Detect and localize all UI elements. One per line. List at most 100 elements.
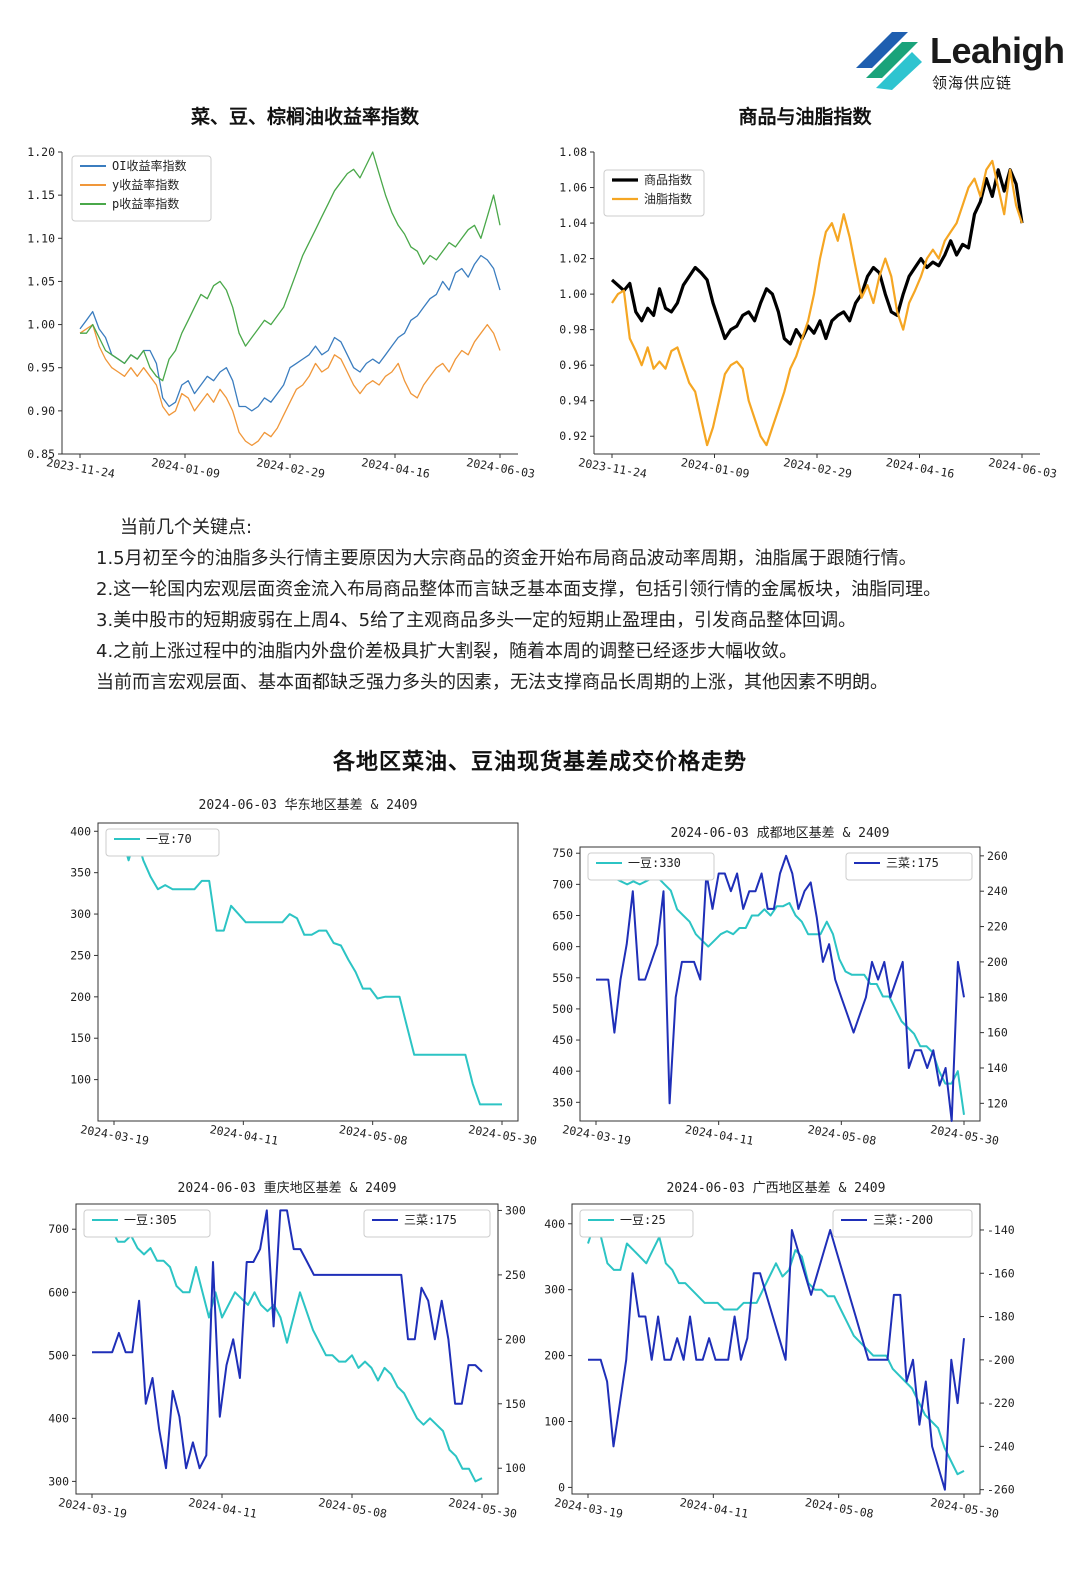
legend-label: y收益率指数 [112,177,179,192]
y-tick-label: 550 [552,971,573,985]
legend-box [587,852,715,881]
series-line [596,854,965,1122]
x-tick-label: 2024-01-09 [680,455,751,481]
series-line [79,254,501,412]
x-tick-label: 2024-04-11 [679,1495,750,1521]
x-tick-label: 2024-02-29 [782,455,853,481]
y2-tick-label: 200 [987,955,1008,969]
logo-wordmark: Leahigh [930,30,1065,71]
legend-label: 三菜:175 [886,856,939,870]
y-tick-label: 1.15 [27,188,55,202]
x-tick-label: 2024-01-09 [150,455,221,481]
y2-tick-label: -140 [987,1223,1015,1237]
plot-frame [571,1203,981,1495]
y-tick-label: 1.05 [27,274,55,288]
chart-title: 2024-06-03 广西地区基差 & 2409 [667,1181,886,1196]
y2-tick-label: -160 [987,1266,1015,1280]
x-tick-label: 2023-11-24 [45,455,116,481]
legend-box [83,1209,211,1238]
y-tick-label: 1.20 [27,145,55,159]
plot-frame [75,1203,499,1495]
legend-label: 一豆:330 [628,856,681,870]
y2-tick-label: 160 [987,1026,1008,1040]
x-tick-label: 2024-04-11 [209,1122,280,1148]
legend-box [579,1209,694,1238]
chart-title: 2024-06-03 重庆地区基差 & 2409 [178,1180,397,1196]
x-tick-label: 2024-06-03 [465,455,536,481]
y-tick-label: 700 [552,877,573,891]
yield-index-chart: 0.85 0.90 0.95 1.00 1.05 1.10 1.15 1.20 2023-11-… [27,145,536,481]
key-point-item: 1.5月初至今的油脂多头行情主要原因为大宗商品的资金开始布局商品波动率周期，油脂… [96,548,917,569]
y-tick-label: 350 [552,1095,573,1109]
series-line [80,151,501,382]
series-line [595,870,965,1115]
y2-tick-label: -240 [987,1439,1015,1453]
key-point-item: 2.这一轮国内宏观层面资金流入布局商品整体而言缺乏基本面支撑，包括引领行情的金属… [96,579,942,600]
legend-label: OI收益率指数 [112,158,186,173]
y-tick-label: 0.90 [27,404,55,418]
y-tick-label: 400 [70,824,91,838]
chongqing-basis-chart: 2024-06-03 重庆地区基差 & 2409 300 400 500 600 700 1… [48,1180,526,1521]
basis-section-title: 各地区菜油、豆油现货基差成交价格走势 [332,750,747,775]
logo-subtitle: 领海供应链 [932,74,1013,92]
y-tick-label: 0.94 [559,394,587,408]
legend-label: p收益率指数 [112,196,179,211]
y-tick-label: 350 [70,866,91,880]
y2-tick-label: -220 [987,1396,1015,1410]
y-tick-label: 100 [70,1073,91,1087]
chart-title: 2024-06-03 华东地区基差 & 2409 [199,798,418,813]
x-tick-label: 2024-05-08 [338,1122,409,1148]
y-tick-label: 200 [70,990,91,1004]
key-points-heading: 当前几个关键点: [120,517,253,538]
leahigh-logo: Leahigh 领海供应链 [852,28,1067,98]
x-tick-label: 2024-02-29 [255,455,326,481]
legend-box [845,852,973,881]
y-tick-label: 600 [48,1285,69,1299]
y2-tick-label: -200 [987,1353,1015,1367]
legend-label: 油脂指数 [644,191,692,206]
series-line [587,1222,965,1476]
series-line [92,1209,483,1470]
legend-label: 一豆:25 [620,1213,666,1227]
x-tick-label: 2024-05-30 [929,1122,1000,1148]
x-tick-label: 2024-06-03 [987,455,1058,481]
y2-tick-label: 300 [505,1203,526,1217]
legend-label: 商品指数 [644,172,692,187]
plot-frame [97,822,519,1122]
y-tick-label: 700 [48,1222,69,1236]
y-tick-label: 750 [552,846,573,860]
commodity-oil-chart-title: 商品与油脂指数 [738,106,872,128]
series-line [610,168,1024,346]
legend-box [71,155,212,222]
y-tick-label: 600 [552,940,573,954]
legend-box [832,1209,973,1238]
y-tick-label: 500 [552,1002,573,1016]
y-tick-label: 400 [544,1217,565,1231]
logo-mark-icon [856,32,922,90]
y-tick-label: 100 [544,1415,565,1429]
y-tick-label: 500 [48,1348,69,1362]
y-tick-label: 250 [70,948,91,962]
y-tick-label: 400 [552,1064,573,1078]
y-tick-label: 1.00 [559,287,587,301]
y2-tick-label: 200 [505,1332,526,1346]
x-tick-label: 2024-04-16 [885,455,956,481]
x-tick-label: 2024-03-19 [57,1495,128,1521]
y-tick-label: 0.85 [27,447,55,461]
series-line [79,323,501,447]
x-tick-label: 2024-03-19 [79,1122,150,1148]
guangxi-basis-chart: 2024-06-03 广西地区基差 & 2409 0 100 200 300 400 -14… [544,1181,1015,1521]
y2-tick-label: 150 [505,1397,526,1411]
key-point-item: 4.之前上涨过程中的油脂内外盘价差极具扩大割裂，随着本周的调整已经逐步大幅收敛。 [96,641,798,662]
y2-tick-label: 260 [987,849,1008,863]
legend-label: 一豆:305 [124,1213,177,1227]
commodity-oil-index-chart: 0.92 0.94 0.96 0.98 1.00 1.02 1.04 1.06 1.08 2023… [559,145,1058,481]
plot-frame [579,846,981,1122]
y2-tick-label: 240 [987,884,1008,898]
x-tick-label: 2024-04-11 [187,1495,258,1521]
y2-tick-label: -180 [987,1310,1015,1324]
chengdu-basis-chart: 2024-06-03 成都地区基差 & 2409 350 400 450 500 550 6… [552,826,1008,1148]
y-tick-label: 1.02 [559,252,587,266]
y-tick-label: 0 [558,1480,565,1494]
x-tick-label: 2024-05-30 [467,1122,538,1148]
